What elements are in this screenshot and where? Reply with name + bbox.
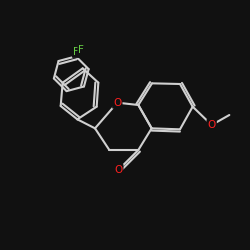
Text: F: F	[73, 47, 79, 57]
Text: O: O	[208, 120, 216, 130]
Text: F: F	[78, 45, 84, 55]
Text: O: O	[113, 98, 122, 108]
Text: O: O	[114, 165, 122, 175]
